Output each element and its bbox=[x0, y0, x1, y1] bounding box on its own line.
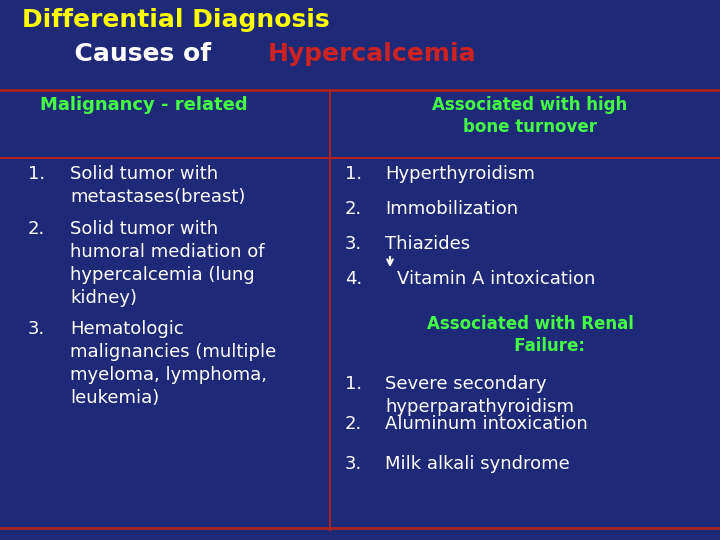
Text: 2.: 2. bbox=[345, 200, 362, 218]
Text: 3.: 3. bbox=[28, 320, 45, 338]
Text: Immobilization: Immobilization bbox=[385, 200, 518, 218]
Text: Thiazides: Thiazides bbox=[385, 235, 470, 253]
Text: Associated with Renal
       Failure:: Associated with Renal Failure: bbox=[426, 315, 634, 355]
Text: Associated with high
bone turnover: Associated with high bone turnover bbox=[433, 96, 628, 136]
Text: Malignancy - related: Malignancy - related bbox=[40, 96, 248, 114]
Text: Solid tumor with
humoral mediation of
hypercalcemia (lung
kidney): Solid tumor with humoral mediation of hy… bbox=[70, 220, 264, 307]
Text: 1.: 1. bbox=[345, 165, 362, 183]
Text: Causes of: Causes of bbox=[22, 42, 220, 66]
Text: Milk alkali syndrome: Milk alkali syndrome bbox=[385, 455, 570, 473]
Text: Severe secondary
hyperparathyroidism: Severe secondary hyperparathyroidism bbox=[385, 375, 574, 416]
Text: 2.: 2. bbox=[28, 220, 45, 238]
Text: 4.: 4. bbox=[345, 270, 362, 288]
Text: Aluminum intoxication: Aluminum intoxication bbox=[385, 415, 588, 433]
Text: Hyperthyroidism: Hyperthyroidism bbox=[385, 165, 535, 183]
Text: Solid tumor with
metastases(breast): Solid tumor with metastases(breast) bbox=[70, 165, 246, 206]
Text: Vitamin A intoxication: Vitamin A intoxication bbox=[397, 270, 595, 288]
Text: Differential Diagnosis: Differential Diagnosis bbox=[22, 8, 330, 32]
Text: 3.: 3. bbox=[345, 235, 362, 253]
Text: 2.: 2. bbox=[345, 415, 362, 433]
Text: 1.: 1. bbox=[345, 375, 362, 393]
Text: 3.: 3. bbox=[345, 455, 362, 473]
Text: Hypercalcemia: Hypercalcemia bbox=[268, 42, 477, 66]
Text: Hematologic
malignancies (multiple
myeloma, lymphoma,
leukemia): Hematologic malignancies (multiple myelo… bbox=[70, 320, 276, 407]
Text: 1.: 1. bbox=[28, 165, 45, 183]
